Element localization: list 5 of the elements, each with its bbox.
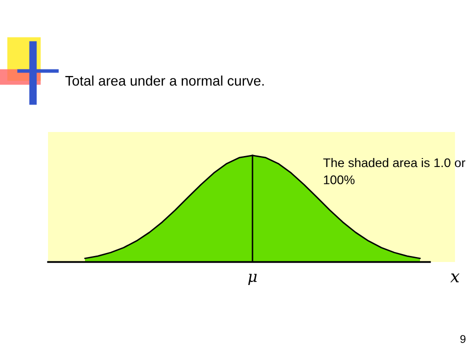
text: 9 bbox=[460, 335, 466, 343]
x-axis-title: x bbox=[450, 274, 460, 282]
text: μ bbox=[248, 274, 257, 285]
annotation: The shaded area is 1.0 or 100% bbox=[323, 158, 466, 184]
chart-title: Total area under a normal curve. bbox=[65, 76, 264, 86]
